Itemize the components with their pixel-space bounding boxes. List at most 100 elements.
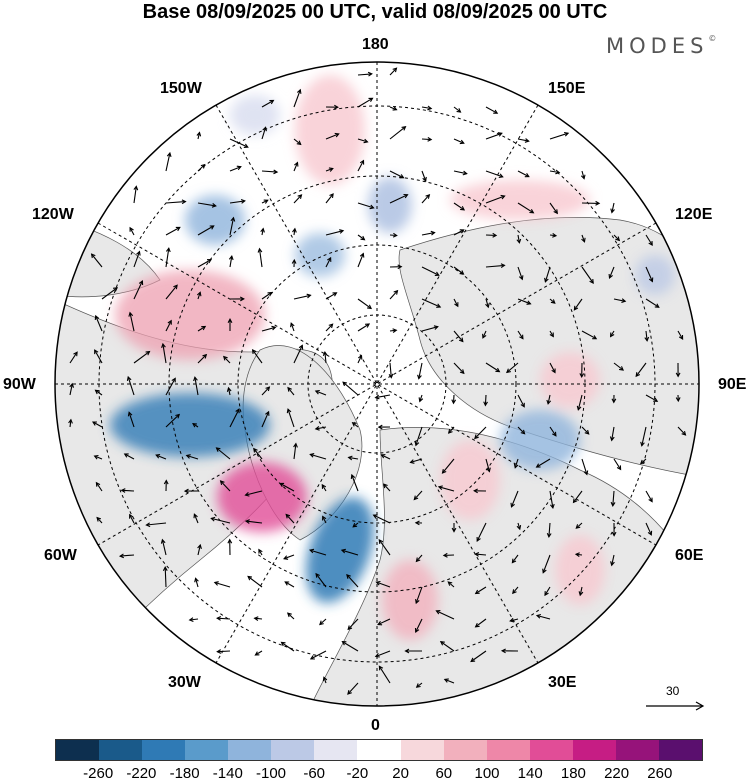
wind-vector <box>310 650 327 660</box>
wind-vector-head <box>175 413 181 419</box>
wind-vector-head <box>647 530 653 536</box>
wind-vector <box>421 194 430 204</box>
wind-vector-head <box>500 648 506 654</box>
wind-vector <box>310 453 327 460</box>
wind-vector-head <box>340 548 346 554</box>
wind-vector-head <box>322 676 328 682</box>
wind-vector <box>549 132 569 140</box>
wind-vector-head <box>73 351 78 357</box>
wind-vector-head <box>202 353 208 359</box>
wind-vector <box>485 106 498 114</box>
wind-vector <box>645 298 660 308</box>
meridian-150e-30w <box>215 104 539 664</box>
wind-vector-head <box>510 502 515 508</box>
wind-vector <box>315 573 327 588</box>
wind-vector-head <box>572 498 578 504</box>
wind-vector <box>94 349 103 364</box>
lon-label-60w: 60W <box>44 547 77 564</box>
wind-vector-head <box>437 485 443 490</box>
map-title: Base 08/09/2025 00 UTC, valid 08/09/2025… <box>142 1 608 23</box>
wind-vector <box>261 170 278 173</box>
wind-vector-head <box>251 348 257 354</box>
wind-vector-head <box>309 655 315 660</box>
wind-vector-head <box>216 616 222 621</box>
wind-vector-head <box>128 311 134 317</box>
wind-vector <box>579 586 583 596</box>
wind-vector-head <box>393 289 399 295</box>
wind-vector-head <box>392 67 398 73</box>
lon-label-150w: 150W <box>160 80 202 97</box>
wind-vector-head <box>648 240 653 246</box>
wind-vector-head <box>678 334 684 341</box>
wind-vector <box>341 549 359 556</box>
wind-vector <box>293 345 303 364</box>
wind-vector-head <box>564 131 570 137</box>
wind-vector-head <box>200 163 206 169</box>
wind-vector <box>377 618 391 625</box>
colorbar-tick-label: 220 <box>604 765 630 782</box>
colorbar-swatch <box>185 740 229 760</box>
wind-vector <box>161 539 167 556</box>
anomaly-negative-canada <box>110 393 270 457</box>
colorbar-tick-label: 100 <box>474 765 500 782</box>
wind-vector-head <box>409 459 415 464</box>
wind-vector <box>261 292 272 300</box>
wind-vector <box>581 234 586 242</box>
wind-vector <box>285 514 295 524</box>
wind-vector <box>645 394 658 402</box>
wind-vector-head <box>392 106 398 111</box>
wind-vector <box>510 490 519 508</box>
colorbar-tick-label: -140 <box>212 765 243 782</box>
wind-vector-head <box>378 538 384 544</box>
wind-vector <box>254 617 263 620</box>
wind-vector-head <box>535 463 541 468</box>
wind-vector <box>146 522 167 526</box>
lon-label-60e: 60E <box>675 547 704 564</box>
wind-vector <box>611 554 615 566</box>
wind-vector <box>342 381 359 396</box>
wind-vector-head <box>681 430 687 436</box>
wind-vector <box>261 411 270 428</box>
wind-vector-head <box>495 367 501 373</box>
wind-vector-head <box>279 482 285 488</box>
wind-vector <box>645 330 648 341</box>
wind-vector-head <box>456 108 462 113</box>
wind-vector-head <box>253 447 258 453</box>
wind-vector <box>475 586 487 594</box>
wind-vector <box>581 426 590 435</box>
wind-vector-head <box>332 292 338 297</box>
wind-vector-head <box>155 454 161 459</box>
wind-vector-head <box>511 558 517 564</box>
wind-vector-head <box>339 229 345 234</box>
wind-vector-head <box>185 454 191 459</box>
wind-vector-head <box>581 237 586 243</box>
wind-vector <box>415 586 423 604</box>
wind-vector-head <box>213 581 219 586</box>
wind-vector-head <box>580 174 586 180</box>
lon-label-30w: 30W <box>168 674 201 691</box>
wind-vector <box>611 426 615 441</box>
wind-vector-head <box>352 522 358 528</box>
wind-vector <box>293 89 301 108</box>
wind-vector <box>613 298 626 302</box>
wind-vector <box>453 266 464 275</box>
wind-vector <box>415 426 423 446</box>
colorbar-tick-label: -20 <box>346 765 369 782</box>
wind-vector-head <box>321 483 327 489</box>
wind-vector <box>95 482 103 492</box>
wind-vector-head <box>227 538 233 544</box>
wind-vector-head <box>648 277 654 283</box>
wind-vector-head <box>290 322 295 328</box>
wind-vector <box>581 330 597 340</box>
wind-vector <box>517 170 530 178</box>
wind-vector <box>351 474 359 492</box>
lon-label-180: 180 <box>362 36 389 53</box>
wind-vector <box>485 195 505 204</box>
wind-vector-head <box>675 372 681 378</box>
wind-vector <box>373 514 391 524</box>
wind-vector-head <box>216 649 222 654</box>
wind-vector <box>252 349 263 364</box>
colorbar-tick-label: 260 <box>647 765 673 782</box>
wind-vector <box>197 259 212 268</box>
wind-vector-head <box>127 411 133 417</box>
